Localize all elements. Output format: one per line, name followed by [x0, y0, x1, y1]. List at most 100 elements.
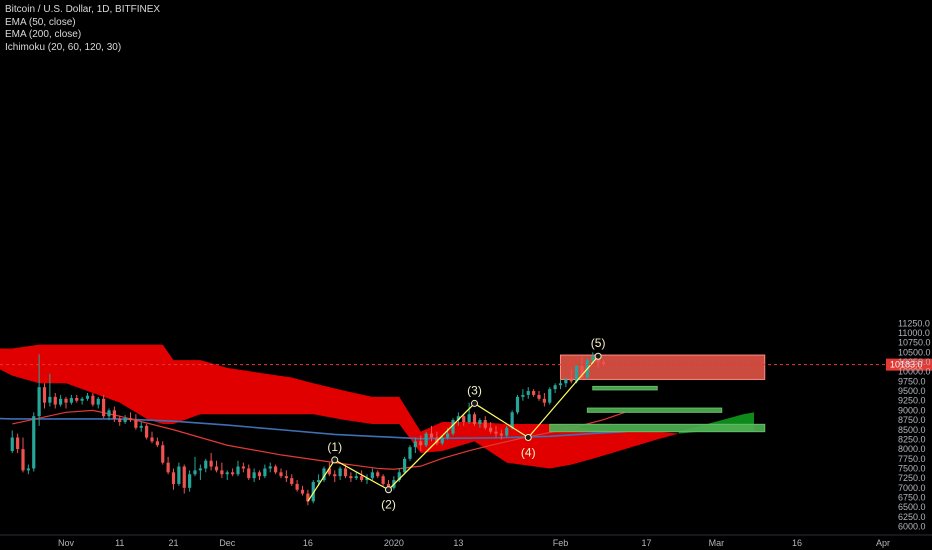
candle-body: [241, 466, 245, 469]
candle-body: [182, 466, 186, 488]
candle: [467, 402, 471, 424]
candle: [300, 485, 305, 496]
candle-body: [128, 418, 133, 421]
x-tick-label: Mar: [709, 538, 725, 548]
candle-body: [553, 385, 557, 390]
candle: [403, 456, 407, 475]
candle: [26, 464, 30, 475]
candle-body: [515, 396, 520, 413]
candle-body: [10, 437, 14, 452]
y-tick-label: 10250.0: [898, 357, 931, 367]
candle-body: [569, 379, 573, 382]
candle: [75, 394, 79, 403]
candle-body: [64, 398, 68, 403]
candle: [521, 389, 525, 401]
legend-ema200: EMA (200, close): [5, 29, 82, 40]
candle: [322, 466, 326, 482]
candle-body: [150, 437, 154, 442]
candle: [241, 462, 245, 473]
candle-body: [408, 447, 412, 459]
candle: [193, 456, 197, 477]
candle-body: [306, 493, 310, 502]
candle-body: [403, 458, 407, 473]
candle: [91, 392, 95, 407]
candle-body: [236, 466, 240, 475]
y-tick-label: 6250.0: [898, 512, 926, 522]
y-tick-label: 9000.0: [898, 405, 926, 415]
candle-body: [397, 472, 401, 481]
candle-body: [177, 466, 181, 484]
candle: [424, 431, 428, 448]
y-tick-label: 6000.0: [898, 522, 926, 532]
candle-body: [225, 472, 229, 475]
candle-body: [467, 414, 471, 423]
candle: [32, 412, 36, 472]
candle-body: [139, 425, 143, 428]
candle: [440, 435, 444, 446]
support-zone-1: [592, 385, 658, 391]
candle-body: [188, 474, 192, 488]
candle-body: [295, 483, 299, 490]
wave-point-1: [331, 456, 339, 464]
candle-body: [171, 472, 176, 484]
candle-body: [537, 394, 541, 399]
candle: [290, 474, 294, 486]
candle: [166, 456, 170, 475]
candle: [505, 425, 509, 438]
candle: [575, 363, 579, 384]
candle: [263, 464, 267, 479]
candle-body: [32, 416, 36, 469]
candle-body: [268, 466, 272, 469]
candle-body: [279, 472, 283, 477]
y-tick-label: 8500.0: [898, 425, 926, 435]
x-tick-label: 21: [168, 538, 178, 548]
candle: [408, 445, 412, 461]
legend-ichimoku: Ichimoku (20, 60, 120, 30): [5, 41, 122, 53]
candle: [483, 416, 487, 430]
candle: [247, 464, 251, 481]
candle: [268, 462, 272, 473]
candle: [338, 466, 342, 481]
candle-body: [220, 470, 224, 475]
candle: [381, 474, 385, 486]
candle-body: [376, 472, 380, 477]
candle: [370, 468, 374, 481]
candle-body: [440, 437, 444, 444]
candle: [413, 437, 417, 453]
candle: [225, 470, 229, 481]
candle: [80, 396, 84, 405]
candle-body: [429, 433, 434, 438]
wave-label-1: (1): [327, 440, 342, 454]
legend-ema50: EMA (50, close): [5, 16, 76, 28]
x-axis: Nov 11 21 Dec 16 2020 13 Feb 17 Mar 16 Apr: [0, 534, 932, 548]
candle: [145, 423, 149, 440]
candle-body: [343, 468, 348, 477]
candle-body: [42, 387, 47, 403]
y-tick-label: 9500.0: [898, 386, 926, 396]
x-tick-label: 17: [641, 538, 651, 548]
candle: [376, 470, 380, 479]
candle-body: [360, 476, 364, 481]
candle: [542, 392, 546, 407]
candle: [112, 406, 116, 423]
candle: [569, 369, 573, 384]
candle-body: [349, 476, 353, 479]
candle-body: [300, 489, 305, 494]
candle: [451, 418, 455, 436]
candle-body: [558, 383, 563, 386]
candle: [279, 468, 283, 479]
y-tick-label: 8000.0: [898, 444, 926, 454]
candle: [182, 464, 186, 494]
candle-body: [53, 396, 57, 405]
candle: [532, 389, 536, 397]
candle-body: [354, 476, 358, 479]
candle-body: [107, 410, 111, 417]
candle: [177, 462, 181, 486]
candle-body: [601, 362, 606, 365]
candle: [284, 470, 288, 482]
y-tick-label: 7750.0: [898, 454, 926, 464]
x-tick-label: 11: [115, 538, 124, 548]
y-axis: 6000.06250.06500.06750.07000.07250.07500…: [898, 318, 931, 531]
x-tick-label: Nov: [58, 538, 75, 548]
